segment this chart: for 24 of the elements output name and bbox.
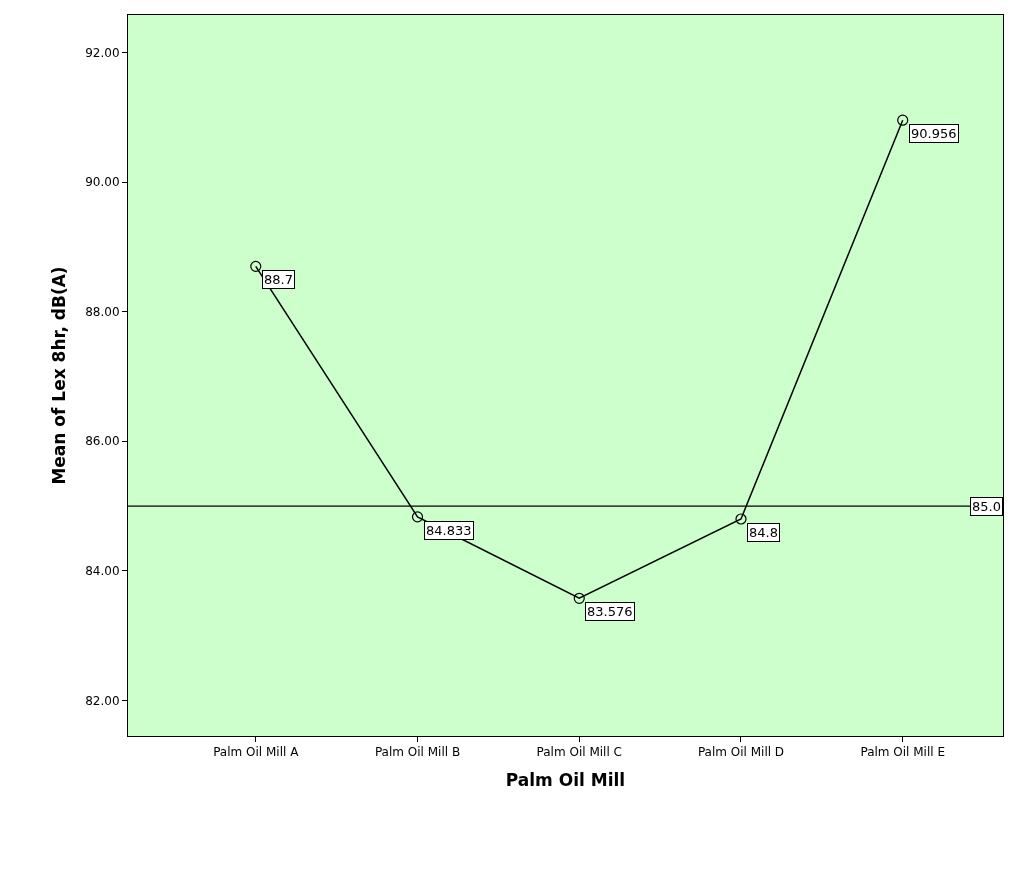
y-axis-title: Mean of Lex 8hr, dB(A) <box>48 266 69 485</box>
data-label: 90.956 <box>911 126 957 141</box>
point <box>250 260 262 272</box>
ref-line-label: 85.0 <box>972 499 1001 514</box>
data-label: 84.8 <box>749 525 778 540</box>
y-tick-label: 86.00 <box>85 434 120 449</box>
x-tick-label: Palm Oil Mill D <box>697 745 785 760</box>
point <box>573 592 585 604</box>
point <box>735 513 747 525</box>
y-tick-label: 92.00 <box>85 45 120 60</box>
data-label: 84.833 <box>426 523 472 538</box>
x-tick-label: Palm Oil Mill E <box>860 745 946 760</box>
point <box>411 511 424 523</box>
x-axis-title: Palm Oil Mill <box>505 769 626 790</box>
data-label: 83.576 <box>587 604 633 619</box>
data-label: 88.7 <box>264 272 293 287</box>
y-tick-label: 84.00 <box>85 564 120 579</box>
x-tick-label: Palm Oil Mill A <box>213 745 300 760</box>
y-tick-label: 88.00 <box>85 304 120 319</box>
x-tick-label: Palm Oil Mill B <box>374 745 461 760</box>
x-tick-label: Palm Oil Mill C <box>536 745 622 760</box>
y-tick-label: 90.00 <box>85 175 120 190</box>
y-tick-label: 82.00 <box>85 693 120 708</box>
point <box>897 114 909 126</box>
